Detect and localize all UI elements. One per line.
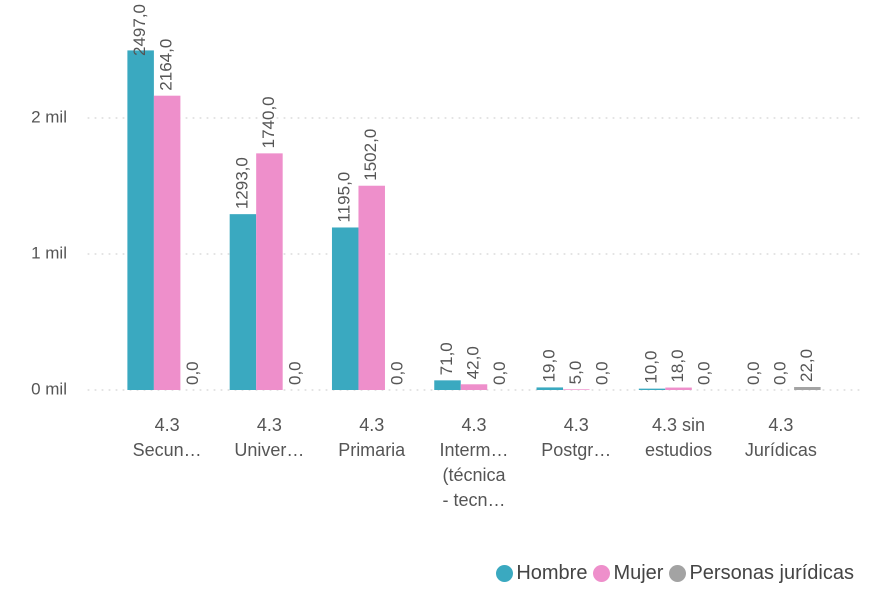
data-label: 71,0 [437, 342, 456, 375]
data-label: 19,0 [539, 349, 558, 382]
bar [229, 214, 257, 390]
data-label: 22,0 [797, 349, 816, 382]
legend-item: Personas jurídicas [669, 562, 854, 585]
data-label: 0,0 [183, 361, 202, 385]
data-label: 10,0 [642, 351, 661, 384]
y-tick-label: 1 mil [31, 243, 67, 262]
data-label: 0,0 [490, 361, 509, 385]
data-label: 0,0 [744, 361, 763, 385]
legend-item: Hombre [496, 562, 587, 585]
bar [127, 50, 154, 391]
data-label: 0,0 [592, 361, 611, 385]
legend-label: Mujer [613, 562, 664, 584]
data-label: 2164,0 [157, 39, 176, 91]
data-label: 0,0 [695, 361, 714, 385]
y-tick-label: 2 mil [31, 107, 67, 126]
data-label: 0,0 [770, 361, 789, 385]
data-label: 1502,0 [361, 129, 380, 181]
data-label: 5,0 [566, 361, 585, 385]
data-label: 1293,0 [232, 157, 251, 209]
x-tick-label: 4.3 Secun… [132, 415, 202, 460]
x-tick-label: 4.3 Postgr… [541, 415, 612, 460]
bar [563, 389, 590, 390]
bar [638, 388, 666, 390]
x-tick-label: 4.3 Interm… (técnica - tecn… [439, 415, 509, 510]
bar [358, 185, 385, 390]
data-label: 18,0 [668, 349, 687, 382]
data-label: 2497,0 [130, 4, 149, 56]
bar [794, 387, 821, 390]
legend-swatch [593, 565, 611, 582]
data-label: 0,0 [285, 361, 304, 385]
bar [536, 387, 564, 390]
data-label: 42,0 [463, 346, 482, 379]
data-label: 1740,0 [259, 96, 278, 148]
legend: Hombre Mujer Personas jurídicas [496, 562, 854, 585]
bar [153, 95, 181, 391]
legend-swatch [496, 565, 514, 582]
x-tick-label: 4.3 Primaria [338, 415, 406, 460]
legend-label: Hombre [516, 562, 588, 584]
bar [256, 153, 283, 390]
legend-label: Personas jurídicas [689, 562, 854, 584]
x-tick-label: 4.3 sin estudios [645, 415, 713, 460]
y-tick-label: 0 mil [31, 379, 67, 398]
bar [460, 384, 488, 390]
bar [434, 380, 461, 390]
bar [665, 387, 692, 390]
legend-swatch [669, 565, 687, 582]
data-label: 1195,0 [335, 172, 354, 223]
data-label: 0,0 [388, 361, 407, 385]
x-tick-label: 4.3 Jurídicas [744, 415, 817, 460]
bar [331, 227, 359, 390]
x-tick-label: 4.3 Univer… [234, 415, 305, 460]
legend-item: Mujer [593, 562, 663, 585]
